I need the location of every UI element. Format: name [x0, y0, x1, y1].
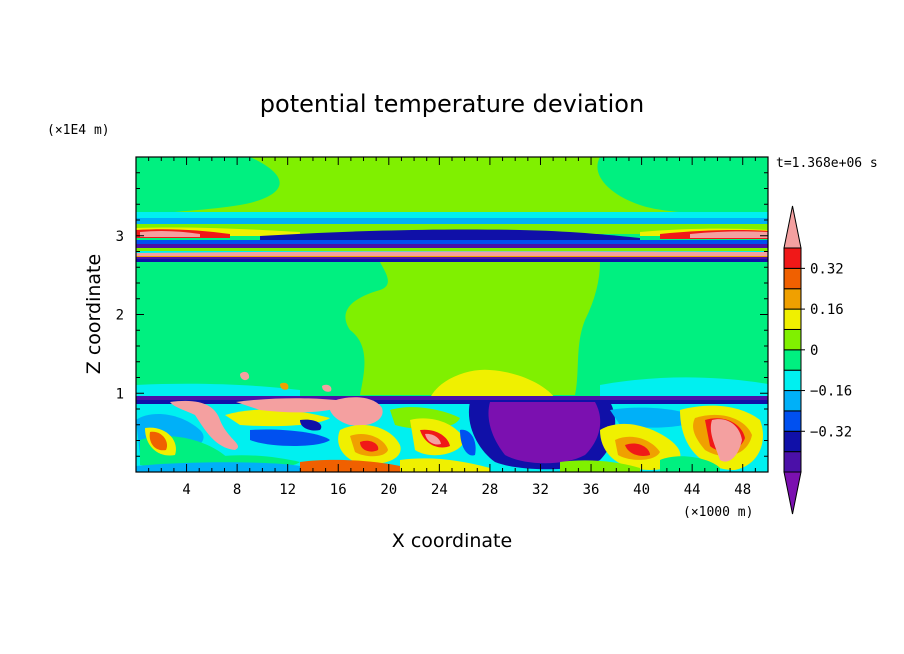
y-tick-label: 2 — [116, 308, 124, 324]
contour-cold-pool-purple — [488, 402, 601, 464]
contour-central-green — [345, 262, 600, 395]
colorbar-label: 0.32 — [810, 261, 844, 277]
x-axis: 4 8 12 16 20 24 28 32 36 40 44 48 — [148, 157, 756, 498]
contour-band-darkblue — [260, 229, 640, 242]
contour-band-pink-right — [690, 231, 768, 238]
colorbar-label: 0 — [810, 343, 818, 359]
x-tick-label: 4 — [182, 482, 190, 498]
contour-lower-orange-strip — [300, 459, 400, 472]
contour-band-green-upper — [136, 224, 768, 234]
contour-center-red — [360, 440, 379, 452]
colorbar-swatch — [783, 451, 802, 473]
chart-title: potential temperature deviation — [260, 90, 644, 118]
x-tick-label: 24 — [431, 482, 448, 498]
x-unit-label: (×1000 m) — [683, 505, 753, 520]
contour-band-yellow — [136, 227, 768, 236]
colorbar-swatch — [783, 267, 802, 290]
contour-yellow-dome — [430, 369, 555, 398]
colorbar-label: −0.32 — [810, 424, 852, 440]
colorbar-label: −0.16 — [810, 384, 852, 400]
colorbar-lower-cap — [783, 471, 802, 515]
contour-bottom-blue — [136, 462, 300, 472]
colorbar-label: 0.16 — [810, 302, 844, 318]
contour-right-red — [625, 443, 650, 456]
contour-band-blue-mid — [136, 240, 768, 246]
contour-band-purple-low — [136, 257, 768, 260]
contour-center-pink — [425, 433, 441, 445]
x-tick-label: 28 — [481, 482, 498, 498]
colorbar-swatch — [783, 308, 802, 330]
y-tick-label: 3 — [116, 229, 124, 245]
contour-bottom-green — [560, 460, 640, 472]
contour-inversion-purple — [136, 396, 768, 401]
x-tick-label: 16 — [330, 482, 347, 498]
contour-pink-blob — [329, 397, 383, 426]
contour-right-blue — [610, 407, 700, 428]
contour-lower-yellow-strip — [400, 458, 490, 472]
contour-cold-pool-edge — [460, 429, 476, 456]
contour-upper-green-plume — [136, 157, 768, 230]
colorbar-swatch — [783, 390, 802, 412]
contour-right-pink — [710, 419, 742, 462]
colorbar-swatch — [783, 349, 802, 371]
plot-area — [136, 157, 768, 472]
x-tick-label: 12 — [279, 482, 296, 498]
colorbar-swatch — [783, 430, 802, 453]
contour-band-green-mid — [136, 248, 768, 252]
x-tick-label: 36 — [583, 482, 600, 498]
contour-left-pink — [170, 400, 239, 450]
contour-band-pink-left — [140, 230, 200, 237]
colorbar-swatch — [783, 247, 802, 269]
x-tick-label: 8 — [233, 482, 241, 498]
contour-band-purple-mid — [136, 244, 768, 248]
contour-small-blob-2 — [280, 382, 289, 390]
x-tick-label: 20 — [380, 482, 397, 498]
contour-left-pink-2 — [236, 398, 350, 413]
contour-inversion-blue — [136, 400, 768, 404]
contour-band-pink-mid — [136, 251, 768, 256]
x-tick-label: 48 — [734, 482, 751, 498]
y-unit-label: (×1E4 m) — [47, 123, 110, 138]
colorbar-swatch — [783, 369, 802, 392]
colorbar: 0.32 0.16 0 −0.16 −0.32 — [783, 205, 852, 515]
colorbar-swatch — [783, 288, 802, 310]
y-tick-label: 1 — [116, 386, 124, 402]
x-axis-label: X coordinate — [392, 530, 512, 552]
contour-small-blob-1 — [240, 371, 250, 381]
colorbar-swatch — [783, 410, 802, 432]
time-label: t=1.368e+06 s — [776, 156, 878, 171]
y-axis-label: Z coordinate — [83, 254, 105, 374]
x-tick-label: 32 — [532, 482, 549, 498]
x-tick-label: 40 — [633, 482, 650, 498]
contour-left-blue-2 — [250, 429, 330, 446]
contour-cyan-boundary — [136, 377, 768, 398]
contour-band-darkpurple — [136, 259, 768, 262]
colorbar-swatch — [783, 328, 802, 351]
contour-left-orange — [149, 431, 168, 451]
contour-left-darkblue — [300, 419, 322, 431]
colorbar-upper-cap — [783, 205, 802, 249]
x-tick-label: 44 — [684, 482, 701, 498]
contour-small-blob-3 — [322, 384, 332, 392]
y-axis: 1 2 3 — [116, 172, 768, 457]
